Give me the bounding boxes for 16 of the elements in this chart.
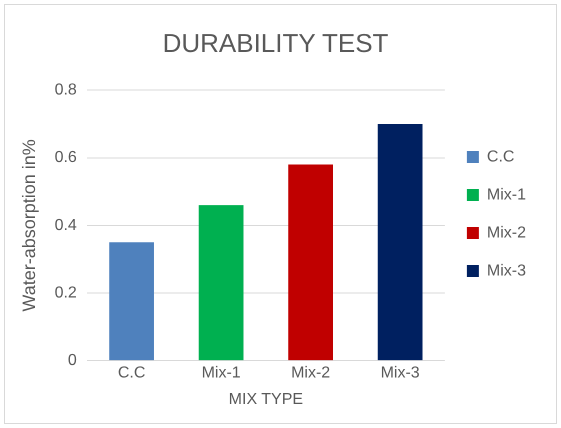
legend-label: Mix-1 xyxy=(486,186,526,204)
legend-label: Mix-2 xyxy=(486,224,526,242)
y-tick-label: 0.2 xyxy=(54,284,77,302)
x-tick-label: Mix-2 xyxy=(291,364,330,382)
y-tick-label: 0 xyxy=(68,352,77,370)
y-tick-label: 0.8 xyxy=(54,82,77,99)
x-tick-label: Mix-1 xyxy=(202,364,241,382)
legend-label: C.C xyxy=(486,148,514,166)
y-tick-label: 0.6 xyxy=(54,149,77,166)
x-tick-label: Mix-3 xyxy=(380,364,420,382)
y-tick-label: 0.4 xyxy=(54,216,77,234)
y-axis-title: Water-absorption in% xyxy=(18,139,39,312)
x-tick-label: C.C xyxy=(118,364,146,382)
chart-title: DURABILITY TEST xyxy=(162,28,389,58)
legend-label: Mix-3 xyxy=(486,262,526,280)
x-axis-title: MIX TYPE xyxy=(228,390,304,408)
